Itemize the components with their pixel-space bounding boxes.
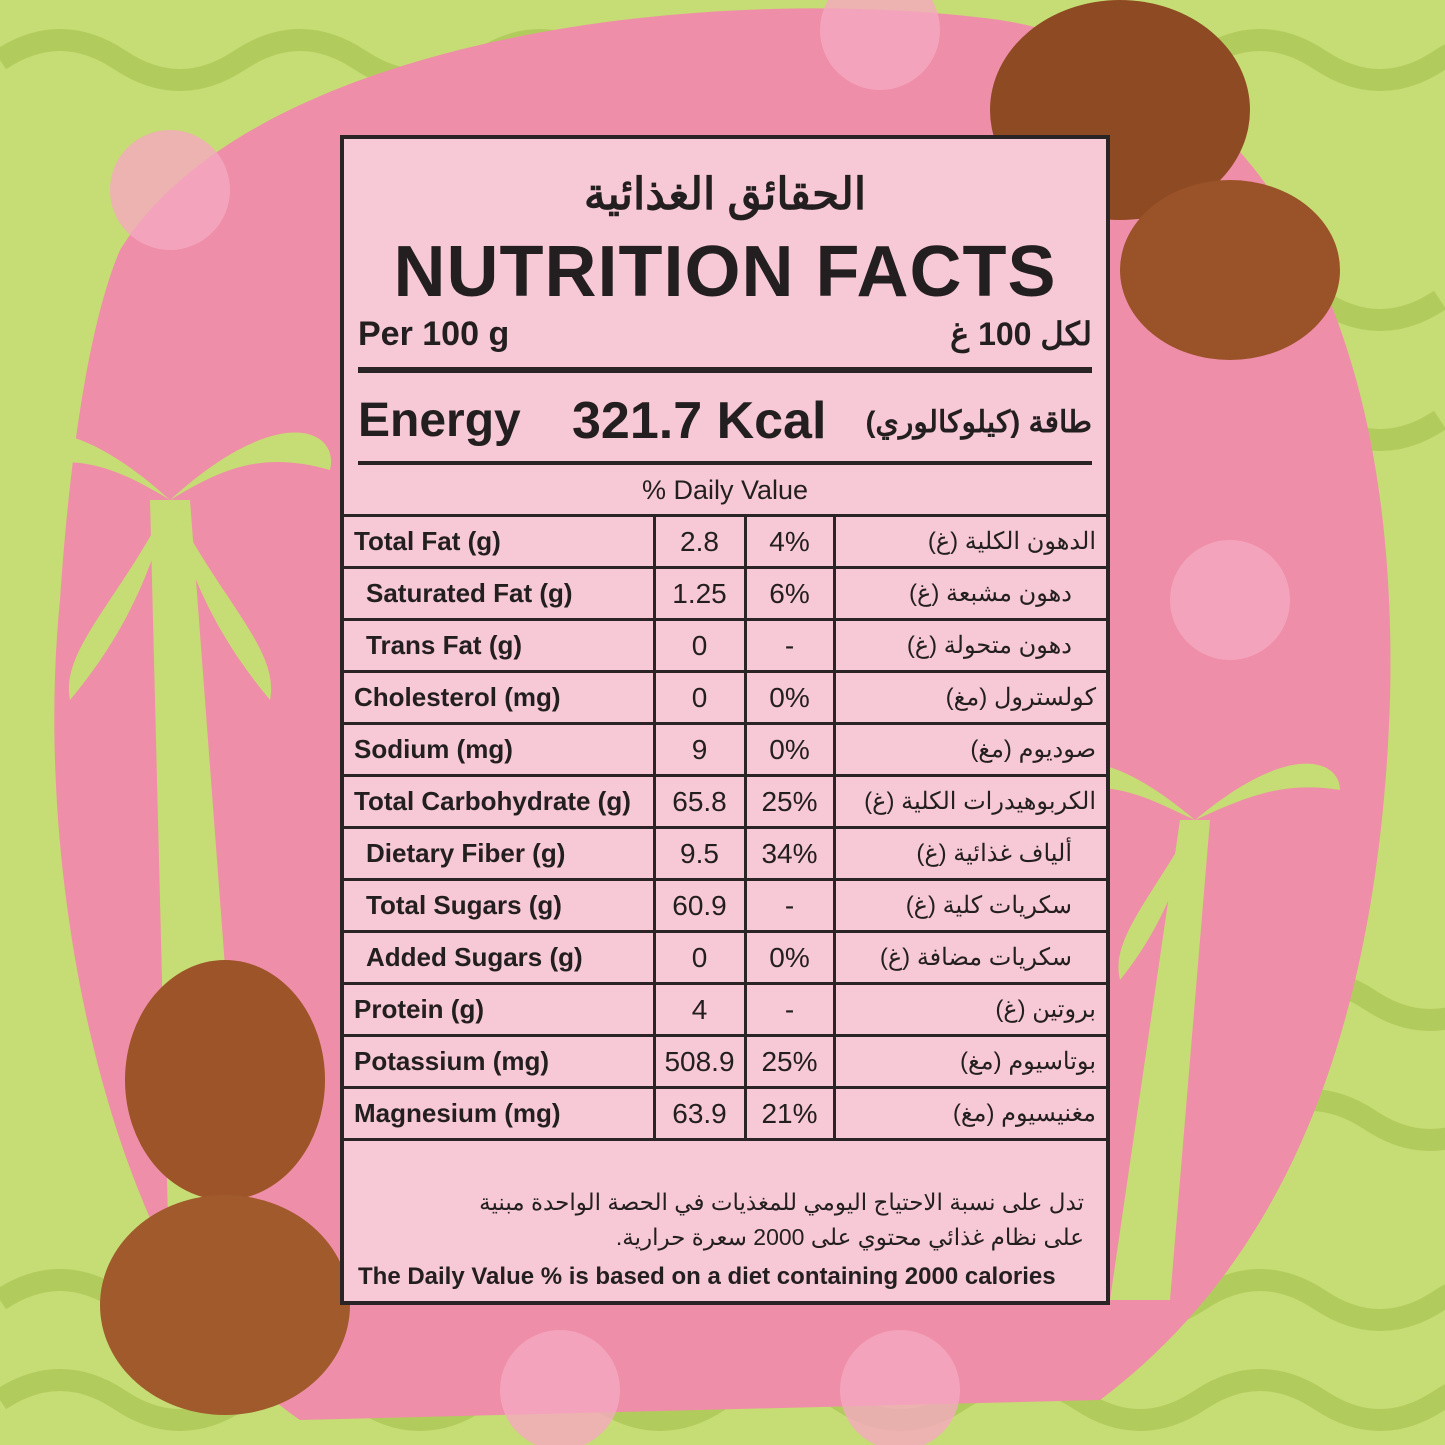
footnote-ar: على نظام غذائي محتوي على 2000 سعرة حراري… (615, 1224, 1084, 1250)
amount: 9 (652, 722, 747, 777)
nutrient-name-ar: صوديوم (مغ) (832, 722, 1106, 777)
daily-value: 25% (743, 774, 836, 829)
amount: 0 (652, 930, 747, 985)
daily-value: 4% (743, 514, 836, 569)
nutrient-row: Added Sugars (g) 0 0% سكريات مضافة (غ) (344, 930, 1106, 985)
divider (358, 461, 1092, 465)
amount: 65.8 (652, 774, 747, 829)
amount: 2.8 (652, 514, 747, 569)
nutrient-name-ar: دهون مشبعة (غ) (832, 566, 1106, 621)
amount: 1.25 (652, 566, 747, 621)
nutrient-row: Saturated Fat (g) 1.25 6% دهون مشبعة (غ) (344, 566, 1106, 621)
nutrient-name-ar: بوتاسيوم (مغ) (832, 1034, 1106, 1089)
daily-value-header: % Daily Value (641, 475, 809, 505)
nutrient-row: Sodium (mg) 9 0% صوديوم (مغ) (344, 722, 1106, 777)
nutrient-name-ar: بروتين (غ) (832, 982, 1106, 1037)
nutrient-name-ar: مغنيسيوم (مغ) (832, 1086, 1106, 1141)
nutrient-name-ar: سكريات مضافة (غ) (832, 930, 1106, 985)
nutrition-label: الحقائق الغذائية NUTRITION FACTS Per 100… (340, 135, 1110, 1305)
nutrient-name-ar: الدهون الكلية (غ) (832, 514, 1106, 569)
title: NUTRITION FACTS (393, 232, 1057, 312)
dates (100, 0, 1340, 1415)
amount: 4 (652, 982, 747, 1037)
nutrient-name: Potassium (mg) (344, 1034, 656, 1089)
nutrient-row: Total Sugars (g) 60.9- سكريات كلية (غ) (344, 878, 1106, 933)
nutrient-name: Cholesterol (mg) (344, 670, 656, 725)
nutrient-name: Total Fat (g) (344, 514, 656, 569)
nutrient-name-ar: كولسترول (مغ) (832, 670, 1106, 725)
footnote-ar: تدل على نسبة الاحتياج اليومي للمغذيات في… (479, 1189, 1084, 1215)
daily-value: - (743, 618, 836, 673)
daily-value: 34% (743, 826, 836, 881)
nutrient-name: Total Carbohydrate (g) (344, 774, 656, 829)
nutrient-name-ar: ألياف غذائية (غ) (832, 826, 1106, 881)
per-en: Per 100 g (358, 315, 510, 353)
nutrient-row: Protein (g) 4- بروتين (غ) (344, 982, 1106, 1037)
nutrient-row: Magnesium (mg) 63.9 21% مغنيسيوم (مغ) (344, 1086, 1106, 1141)
per-ar: لكل 100 غ (950, 316, 1092, 352)
nutrient-name: Sodium (mg) (344, 722, 656, 777)
amount: 508.9 (652, 1034, 747, 1089)
nutrient-row: Total Fat (g) 2.8 4% الدهون الكلية (غ) (344, 514, 1106, 569)
daily-value: 6% (743, 566, 836, 621)
divider (358, 367, 1092, 373)
nutrient-row: Trans Fat (g) 0- دهون متحولة (غ) (344, 618, 1106, 673)
footnote-en: The Daily Value % is based on a diet con… (358, 1263, 1056, 1290)
amount: 9.5 (652, 826, 747, 881)
nutrient-name: Saturated Fat (g) (344, 566, 656, 621)
nutrient-row: Cholesterol (mg) 0 0% كولسترول (مغ) (344, 670, 1106, 725)
amount: 60.9 (652, 878, 747, 933)
nutrient-row: Dietary Fiber (g) 9.5 34% ألياف غذائية (غ) (344, 826, 1106, 881)
nutrient-name-ar: دهون متحولة (غ) (832, 618, 1106, 673)
daily-value: - (743, 982, 836, 1037)
amount: 0 (652, 618, 747, 673)
nutrient-name-ar: الكربوهيدرات الكلية (غ) (832, 774, 1106, 829)
energy-value: 321.7 Kcal (572, 392, 827, 450)
nutrient-name: Total Sugars (g) (344, 878, 656, 933)
nutrient-table: Total Fat (g) 2.8 4% الدهون الكلية (غ) Satur… (344, 514, 1106, 1141)
nutrient-name: Magnesium (mg) (344, 1086, 656, 1141)
daily-value: 0% (743, 670, 836, 725)
nutrient-row: Total Carbohydrate (g) 65.8 25% الكربوهيدرا… (344, 774, 1106, 829)
energy-label-ar: طاقة (كيلوكالوري) (865, 406, 1092, 439)
daily-value: - (743, 878, 836, 933)
nutrient-name: Dietary Fiber (g) (344, 826, 656, 881)
daily-value: 25% (743, 1034, 836, 1089)
nutrient-name: Added Sugars (g) (344, 930, 656, 985)
nutrient-name: Protein (g) (344, 982, 656, 1037)
nutrient-name: Trans Fat (g) (344, 618, 656, 673)
flowers (110, 0, 1290, 1445)
nutrient-name-ar: سكريات كلية (غ) (832, 878, 1106, 933)
nutrient-row: Potassium (mg) 508.9 25% بوتاسيوم (مغ) (344, 1034, 1106, 1089)
energy-label: Energy (358, 394, 521, 447)
title-ar: الحقائق الغذائية (583, 170, 867, 219)
daily-value: 0% (743, 722, 836, 777)
amount: 63.9 (652, 1086, 747, 1141)
amount: 0 (652, 670, 747, 725)
daily-value: 21% (743, 1086, 836, 1141)
daily-value: 0% (743, 930, 836, 985)
